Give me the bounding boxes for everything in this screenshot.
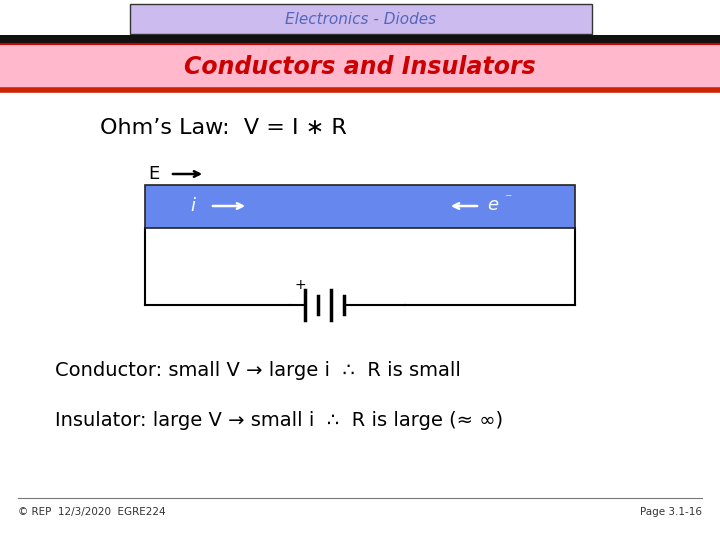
- Text: Conductors and Insulators: Conductors and Insulators: [184, 55, 536, 79]
- Text: Conductor: small V → large i  ∴  R is small: Conductor: small V → large i ∴ R is smal…: [55, 361, 461, 380]
- Bar: [0, 35, 720, 44]
- Bar: [0, 44, 720, 90]
- Text: Insulator: large V → small i  ∴  R is large (≈ ∞): Insulator: large V → small i ∴ R is larg…: [55, 410, 503, 429]
- Text: E: E: [148, 165, 159, 183]
- Text: ⁻: ⁻: [504, 192, 511, 206]
- Bar: [130, 4, 592, 34]
- Text: Page 3.1-16: Page 3.1-16: [640, 507, 702, 517]
- Text: Electronics - Diodes: Electronics - Diodes: [285, 11, 436, 26]
- Text: Ohm’s Law:  V = I ∗ R: Ohm’s Law: V = I ∗ R: [100, 118, 347, 138]
- Text: i: i: [190, 197, 195, 215]
- Bar: [145, 185, 575, 228]
- Text: e: e: [487, 196, 498, 214]
- Text: © REP  12/3/2020  EGRE224: © REP 12/3/2020 EGRE224: [18, 507, 166, 517]
- Text: +: +: [294, 278, 306, 292]
